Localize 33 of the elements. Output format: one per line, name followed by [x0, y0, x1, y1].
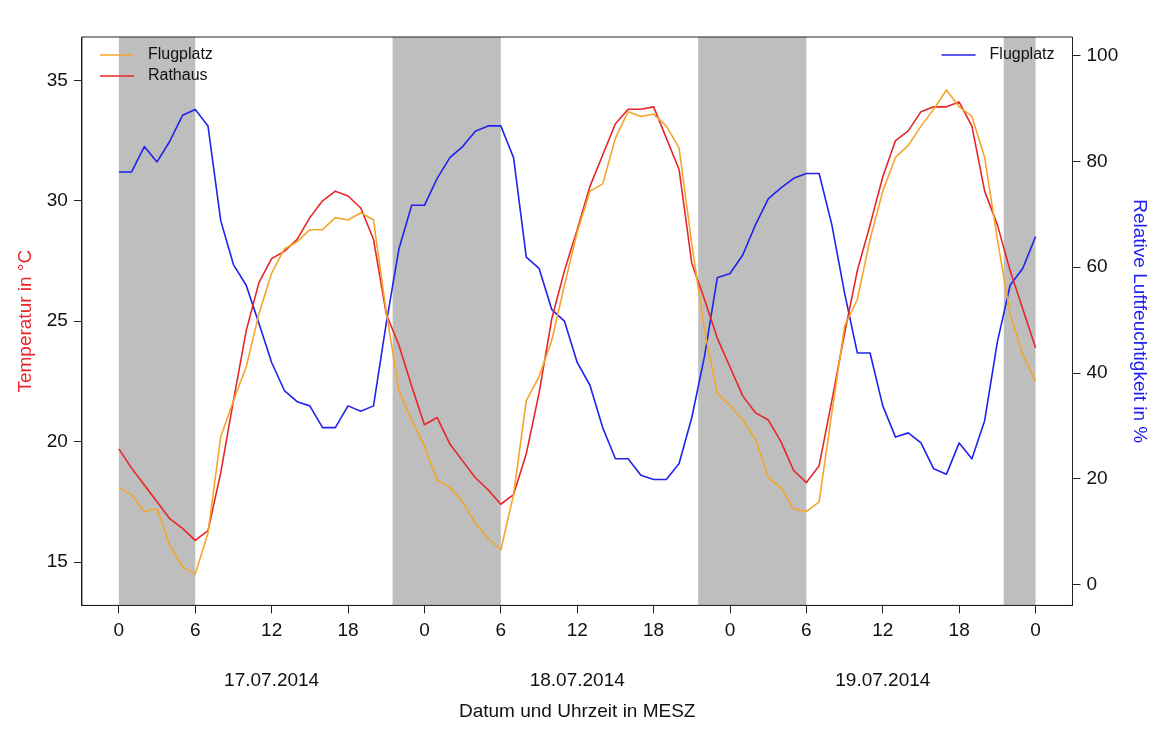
y2-tick-label: 0 — [1086, 572, 1098, 594]
x-tick-label: 12 — [261, 619, 283, 641]
x-tick-label: 12 — [566, 619, 588, 641]
x-axis-title: Datum und Uhrzeit in MESZ — [458, 699, 696, 721]
y-tick-label: 30 — [46, 189, 68, 211]
x-tick-label: 6 — [801, 619, 812, 641]
y2-tick-label: 20 — [1086, 467, 1108, 489]
x-tick-label: 0 — [1030, 619, 1041, 641]
x-tick-label: 18 — [643, 619, 665, 641]
y-tick-label: 35 — [46, 68, 68, 90]
y2-tick-label: 60 — [1086, 255, 1108, 277]
y2-tick-label: 80 — [1086, 149, 1108, 171]
x-tick-label: 0 — [113, 619, 125, 641]
legend-label: Rathaus — [147, 66, 208, 84]
x-tick-label: 12 — [872, 619, 894, 641]
x-tick-label: 0 — [724, 619, 736, 641]
y-tick-label: 25 — [46, 309, 68, 331]
x-tick-label: 0 — [419, 619, 430, 641]
y2-tick-label: 40 — [1086, 361, 1108, 383]
text: 17.07.2014 — [224, 669, 320, 691]
y2-tick-label: 100 — [1086, 43, 1119, 65]
text: 18.07.2014 — [529, 669, 626, 691]
y2-axis-title: Relative Luftfeuchtigkeit in % — [1130, 199, 1152, 444]
x-tick-label: 6 — [495, 619, 507, 641]
x-tick-label: 18 — [337, 619, 359, 641]
text: 19.07.2014 — [835, 669, 931, 691]
y-tick-label: 20 — [46, 429, 68, 451]
x-tick-label: 18 — [948, 619, 970, 641]
legend-label: Flugplatz — [989, 45, 1055, 63]
legend-label: Flugplatz — [147, 45, 213, 63]
x-tick-label: 6 — [189, 619, 201, 641]
y-axis-title: Temperatur in °C — [13, 249, 35, 393]
y-tick-label: 15 — [46, 550, 68, 572]
